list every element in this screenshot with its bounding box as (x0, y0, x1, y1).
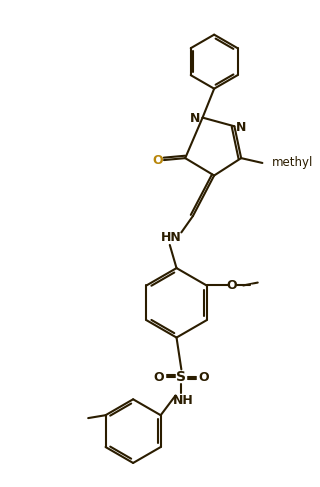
Text: N: N (190, 112, 200, 125)
Text: O: O (198, 371, 209, 384)
Text: O: O (154, 371, 164, 384)
Text: S: S (176, 370, 186, 384)
Text: O: O (226, 279, 237, 292)
Text: methoxy_label: methoxy_label (251, 283, 261, 285)
Text: NH: NH (173, 394, 194, 407)
Text: HN: HN (161, 231, 182, 244)
Text: methyl: methyl (272, 156, 313, 169)
Text: O: O (152, 153, 163, 167)
Text: N: N (236, 121, 246, 134)
